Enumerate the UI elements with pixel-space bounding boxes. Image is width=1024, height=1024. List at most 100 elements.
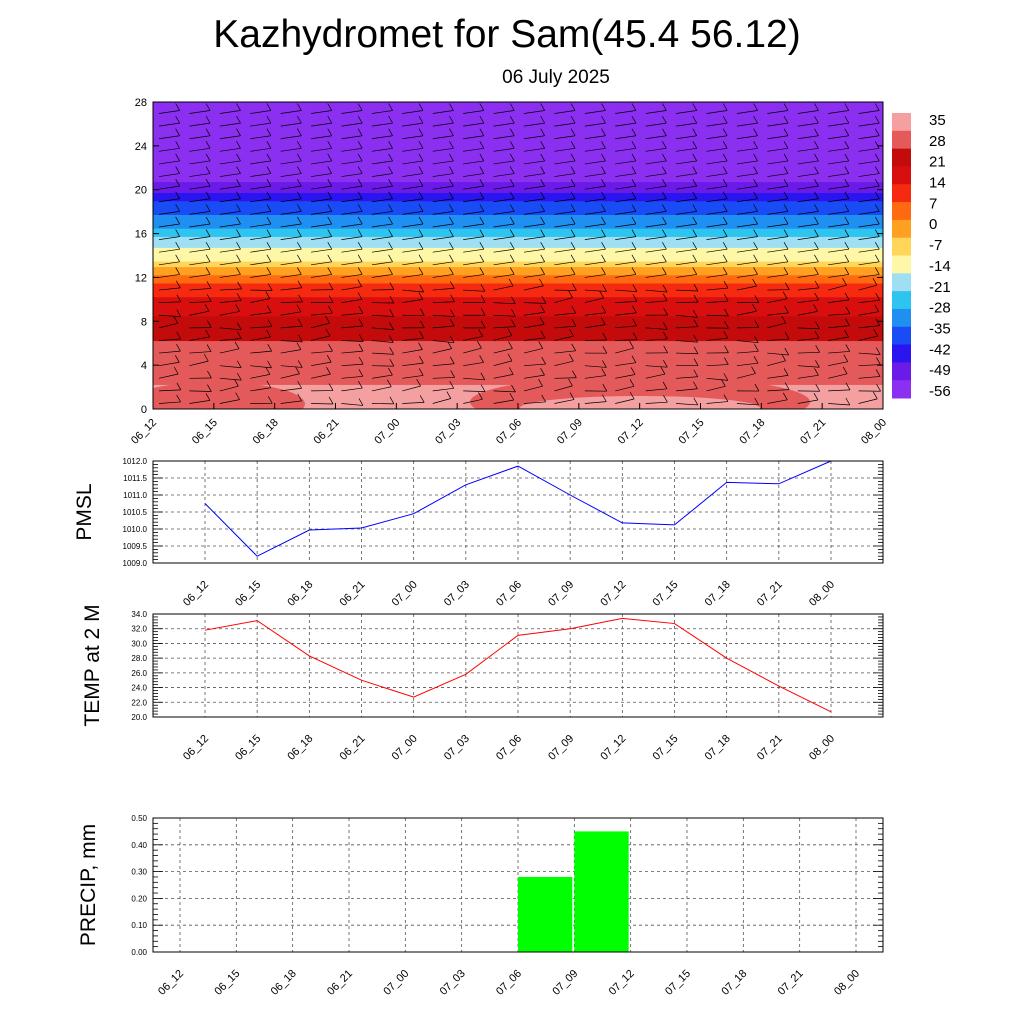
wind-barb-flag [388,204,393,212]
x-tick-label: 07_00 [381,968,411,998]
wind-barb [523,285,544,291]
wind-barb-flag [754,383,760,392]
wind-barb [493,147,515,152]
wind-barb [554,198,576,203]
wind-barb [615,261,636,266]
wind-barb [371,147,393,152]
wind-barb-flag [632,284,638,292]
wind-barb-flag [327,204,333,212]
wind-barb [767,261,789,266]
wind-barb-flag [297,128,302,136]
wind-barb [797,374,819,379]
wind-barb [645,248,667,253]
wind-barb [676,211,697,215]
wind-barb [676,147,697,152]
temperature-band [153,345,883,350]
wind-barb [828,122,849,127]
y-tick-label: 28.0 [131,654,147,663]
temperature-band [153,304,883,309]
wind-barb-flag [540,178,545,187]
wind-barb [858,185,880,190]
wind-barb-flag [297,381,302,389]
wind-barb-flag [207,370,212,379]
wind-barb [676,376,698,379]
wind-barb-flag [602,360,607,368]
wind-barb-flag [662,242,667,250]
wind-barb [402,160,424,165]
wind-barb-flag [236,331,242,339]
colorbar: 35 28 21 14 7 0 -7 -14 -21 -28 -35 -42 -49 -56 [892,112,951,400]
wind-barb [189,223,211,228]
wind-barb [219,248,241,253]
wind-barb-flag [236,153,241,162]
wind-barb-flag [175,267,180,275]
wind-barb [371,122,393,127]
wind-barb-flag [420,320,425,328]
wind-barb [371,340,394,343]
wind-barb-flag [509,229,515,237]
wind-barb-flag [389,295,395,304]
x-tick-label: 08_00 [859,417,889,447]
temperature-band [153,376,883,380]
wind-barb-flag [357,103,363,111]
wind-barb [706,248,728,253]
x-tick-label: 06_15 [233,733,263,763]
colorbar-label: 7 [929,195,937,212]
wind-barb-flag [874,103,880,111]
wind-barb [432,340,455,344]
wind-barb-flag [692,242,698,250]
wind-barb [736,373,756,379]
wind-barb-flag [358,380,363,389]
wind-barb-flag [631,267,637,275]
wind-barb [189,185,211,190]
wind-barb-flag [722,216,728,225]
wind-barb [402,337,424,341]
wind-barb [310,322,330,329]
wind-barb [219,327,242,331]
wind-barb [736,135,758,140]
wind-barb-flag [631,115,637,124]
wind-barb [554,160,576,165]
wind-barb-flag [753,335,759,343]
wind-barb-flag [205,393,211,401]
temperature-band [153,266,883,270]
wind-barb-flag [722,254,728,262]
x-tick-label: 07_06 [494,579,524,609]
wind-barb [828,336,849,341]
wind-barb-flag [511,384,516,393]
wind-barb [493,314,516,317]
wind-barb-flag [418,254,424,262]
wind-barb [341,173,363,177]
wind-barb-flag [266,153,272,162]
x-tick-label: 06_12 [181,733,211,763]
wind-barb [341,185,363,190]
wind-barb-flag [722,166,728,174]
wind-barb-flag [813,304,818,312]
wind-barb-flag [539,317,545,325]
wind-barb-flag [844,267,850,275]
wind-barb-flag [570,103,576,111]
wind-barb-flag [266,178,272,187]
y-tick-label: 34.0 [131,610,147,619]
wind-barb [767,274,789,278]
wind-barb-flag [692,141,698,149]
wind-barb [828,261,849,266]
wind-barb-flag [389,396,395,405]
wind-barb [280,185,302,190]
wind-barb [584,261,606,266]
x-tick-label: 06_18 [269,968,299,998]
wind-barb [645,211,667,215]
wind-barb [493,236,515,240]
wind-barb [523,311,545,316]
wind-barb-flag [753,128,758,136]
wind-barb [767,211,789,215]
wind-barb [189,122,211,127]
wind-barb [158,211,180,215]
x-tick-label: 07_12 [598,579,628,609]
wind-barb-flag [176,394,181,403]
wind-barb-flag [783,267,789,275]
wind-barb-flag [327,216,333,225]
temperature-band [153,302,883,306]
wind-barb [858,284,878,291]
wind-barb-flag [357,115,363,124]
